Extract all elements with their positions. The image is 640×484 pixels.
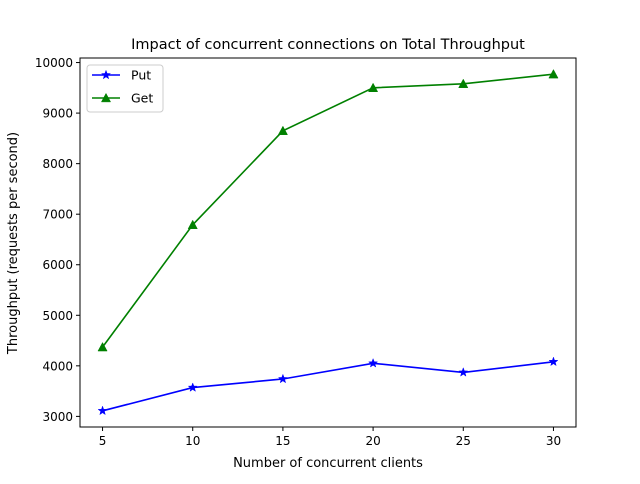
y-axis-label: Throughput (requests per second) [6, 132, 21, 355]
data-point-put [97, 405, 108, 416]
data-point-get [368, 82, 379, 92]
data-point-put [277, 373, 288, 384]
legend-marker-put [100, 69, 112, 80]
data-point-get [458, 78, 469, 88]
series-line-get [101, 73, 554, 348]
y-tick-label: 10000 [35, 56, 73, 70]
data-point-put [458, 367, 469, 377]
data-point-get [187, 219, 198, 229]
data-point-get [548, 69, 559, 79]
legend-marker-get [100, 92, 112, 103]
x-tick-label: 15 [275, 434, 290, 448]
series-line-put [102, 360, 554, 412]
data-point-get [277, 125, 288, 135]
x-tick-label: 25 [456, 434, 471, 448]
data-point-get [97, 342, 108, 352]
x-tick-label: 5 [99, 434, 107, 448]
x-tick-label: 20 [365, 434, 380, 448]
data-point-put [187, 382, 198, 392]
plot-frame [79, 57, 577, 428]
x-tick-label: 10 [185, 434, 200, 448]
legend-item-put: Put [92, 68, 151, 83]
y-tick-label: 4000 [42, 359, 73, 373]
chart-title: Impact of concurrent connections on Tota… [131, 37, 525, 53]
x-tick-label: 30 [546, 434, 561, 448]
y-tick-label: 8000 [42, 157, 73, 171]
data-point-put [548, 356, 559, 367]
x-axis-label: Number of concurrent clients [233, 456, 423, 471]
legend-label-put: Put [131, 68, 151, 83]
y-tick-label: 6000 [42, 258, 73, 272]
y-tick-label: 3000 [42, 410, 73, 424]
legend-label-get: Get [131, 91, 153, 106]
legend: Put Get [86, 64, 164, 113]
legend-item-get: Get [92, 91, 153, 106]
y-tick-label: 9000 [42, 107, 73, 121]
data-point-put [368, 357, 379, 368]
y-tick-label: 7000 [42, 208, 73, 222]
y-tick-label: 5000 [42, 309, 73, 323]
